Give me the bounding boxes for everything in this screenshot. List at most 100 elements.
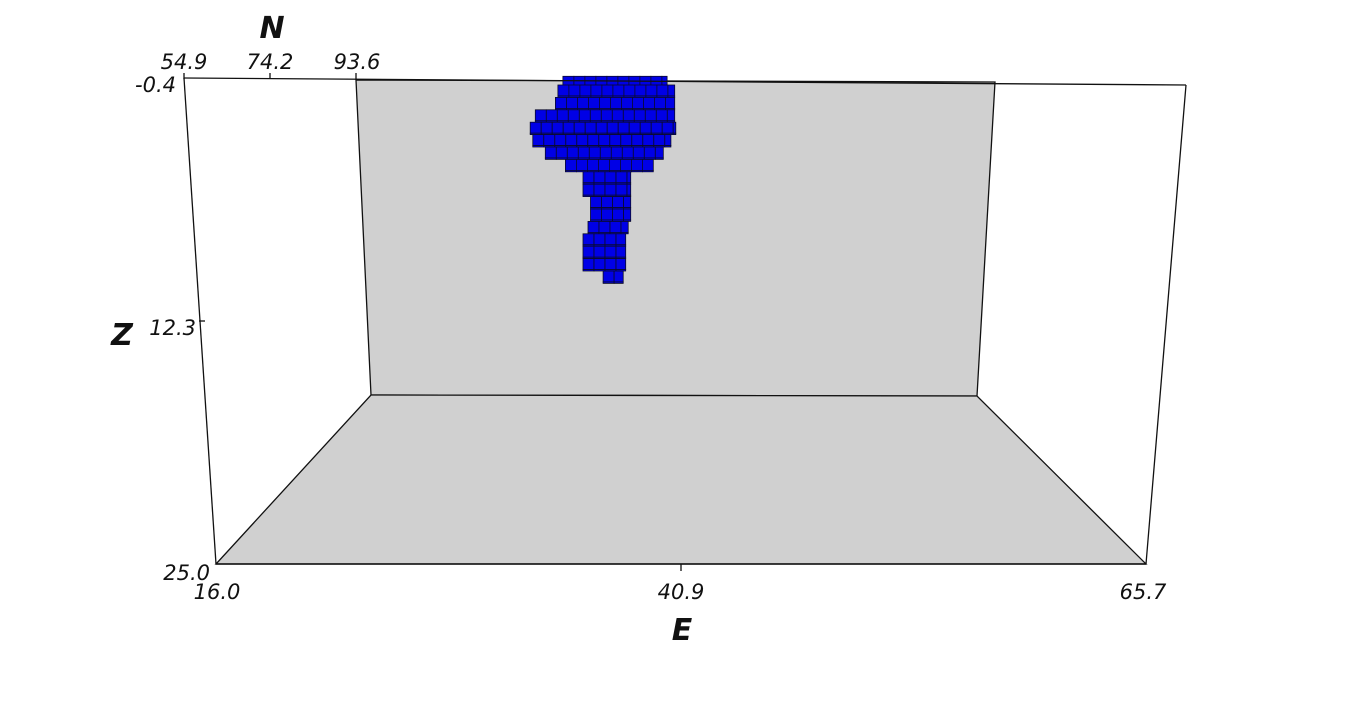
voxel-cell [578,109,591,122]
voxel-cell [582,171,595,184]
voxel-cell [633,109,646,122]
voxel-cell [566,146,579,159]
voxel-cell [590,84,603,97]
voxel-cell [590,196,602,209]
voxel-cell [609,158,621,171]
voxel-cell [555,97,567,109]
voxel-cell [582,258,595,271]
voxel-cell [565,134,578,147]
z-tick-label: -0.4 [135,73,176,97]
voxel-cell [573,121,586,134]
voxel-cell [642,158,654,171]
voxel-cell [667,84,676,97]
e-tick-label: 16.0 [194,580,241,604]
voxel-cell [626,183,632,196]
voxel-cell [666,109,676,122]
voxel-cell [604,245,617,258]
voxel-cell [621,146,634,159]
voxel-cell [612,196,624,209]
voxel-cell [623,196,632,209]
voxel-cell [601,84,614,97]
z-tick-label: 12.3 [149,316,196,340]
voxel-cell [606,121,619,134]
voxel-cell [588,97,600,109]
voxel-cell [672,132,677,135]
voxel-cell [566,97,578,109]
voxel-cell [544,157,557,160]
voxel-cell [595,121,608,134]
voxel-cell [555,146,568,159]
voxel-cell [617,121,630,134]
voxel-cell [654,97,666,109]
voxel-cell [604,183,617,196]
n-tick-label: 54.9 [161,50,208,74]
voxel-cell [593,183,606,196]
voxel-cell [557,84,570,97]
voxel-cell [653,134,666,147]
voxel-cell [576,134,589,147]
voxel-cell [610,97,622,109]
front-top-edge [183,77,1187,86]
voxel-cell [602,281,615,284]
voxel-cell [615,183,628,196]
voxel-cell [593,245,606,258]
voxel-cell [577,146,590,159]
voxel-cell [529,121,542,134]
voxel-cell [661,121,674,134]
voxel-cell [609,134,622,147]
voxel-cell [554,134,567,147]
voxel-cell [634,84,647,97]
voxel-cell [593,258,606,271]
voxel-cell [610,146,623,159]
voxel-cell [611,109,624,122]
voxel-cell [665,97,676,109]
voxel-cell [543,134,556,147]
voxel-cell [587,220,600,233]
voxel-cell [620,158,632,171]
voxel-cell [622,109,635,122]
voxel-cell [565,169,577,173]
voxel-cell [532,145,545,148]
voxel-cell [593,233,606,246]
voxel-cell [609,220,622,233]
voxel-body [529,75,677,284]
voxel-cell [599,146,612,159]
voxel-cell [567,109,580,122]
front-right-vertical-edge [1145,84,1187,565]
voxel-cell [602,270,615,283]
voxel-cell [584,121,597,134]
voxel-cell [643,146,656,159]
voxel-cell [654,146,664,159]
voxel-cell [601,208,613,221]
voxel-cell [568,84,581,97]
voxel-cell [632,97,644,109]
voxel-cell [579,84,592,97]
voxel-cell [615,233,627,246]
voxel-cell [540,121,553,134]
voxel-cell [628,121,641,134]
voxel-cell [664,145,672,148]
voxel-cell [615,258,627,271]
voxel-cell [587,158,599,171]
floor-plane [214,394,1148,565]
voxel-cell [632,146,645,159]
voxel-cell [556,109,569,122]
z-tick-label: 25.0 [163,561,210,585]
voxel-cell [601,196,613,209]
voxel-cell [631,134,644,147]
voxel-cell [598,158,610,171]
voxel-cell [615,171,628,184]
voxel-cell [562,121,575,134]
voxel-cell [544,146,557,159]
voxel-cell [650,121,663,134]
voxel-cell [534,109,547,122]
voxel-cell [604,171,617,184]
voxel-cell [655,109,668,122]
voxel-cell [599,97,611,109]
voxel-cell [551,121,564,134]
voxel-cell [654,157,664,160]
voxel-cell [587,134,600,147]
voxel-cell [582,245,595,258]
voxel-cell [639,121,652,134]
